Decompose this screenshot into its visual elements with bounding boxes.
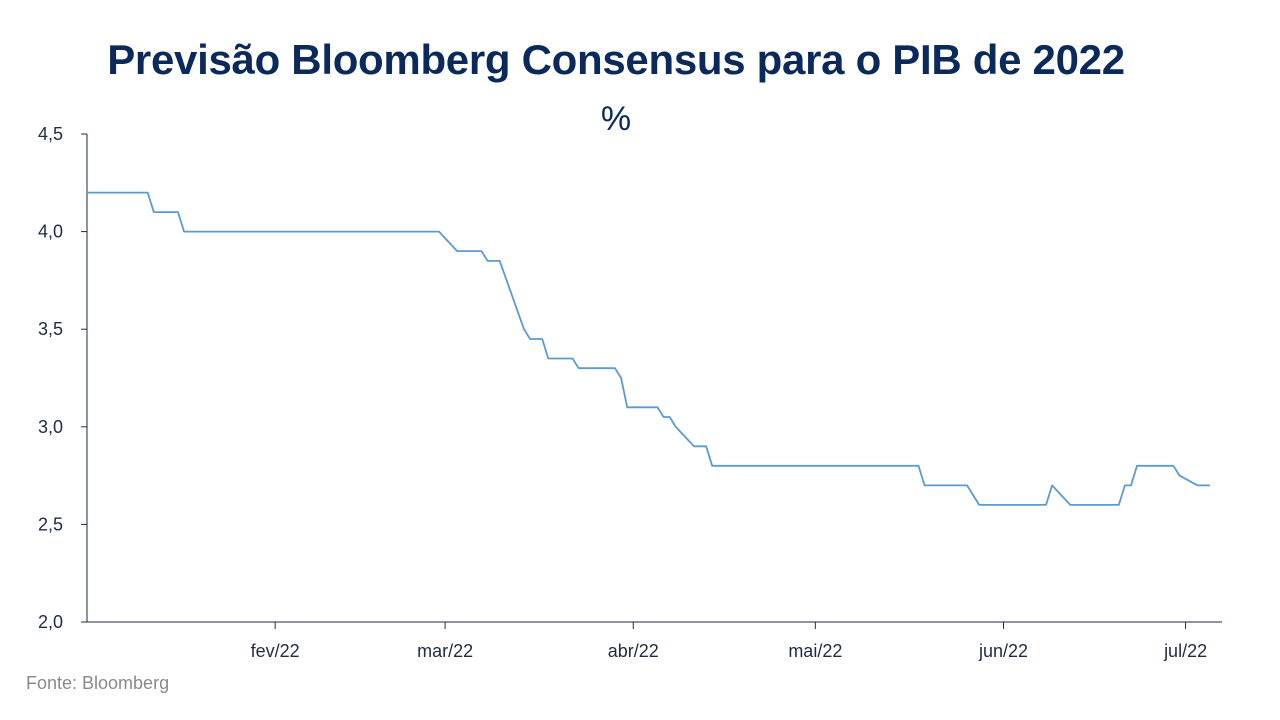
x-tick-label: mar/22 <box>417 641 473 661</box>
source-note: Fonte: Bloomberg <box>26 673 170 693</box>
x-tick-label: mai/22 <box>788 641 842 661</box>
y-tick-label: 4,0 <box>38 222 63 242</box>
series-layer <box>86 191 1210 506</box>
series-line-gdp-forecast <box>87 191 1210 506</box>
x-tick-label: fev/22 <box>251 641 300 661</box>
y-tick-label: 4,5 <box>38 124 63 144</box>
x-axis-ticks: fev/22 mar/22 abr/22 mai/22 jun/22 jul/22 <box>251 622 1207 661</box>
x-tick-label: jul/22 <box>1163 641 1207 661</box>
y-tick-label: 3,0 <box>38 417 63 437</box>
chart-axes <box>86 134 1222 623</box>
x-tick-label: abr/22 <box>608 641 659 661</box>
y-tick-label: 3,5 <box>38 319 63 339</box>
y-axis-ticks: 2,0 2,5 3,0 3,5 4,0 4,5 <box>38 124 87 632</box>
y-tick-label: 2,0 <box>38 612 63 632</box>
y-tick-label: 2,5 <box>38 514 63 534</box>
x-tick-label: jun/22 <box>978 641 1028 661</box>
chart-unit-label: % <box>600 100 632 138</box>
chart-title: Previsão Bloomberg Consensus para o PIB … <box>107 36 1125 83</box>
